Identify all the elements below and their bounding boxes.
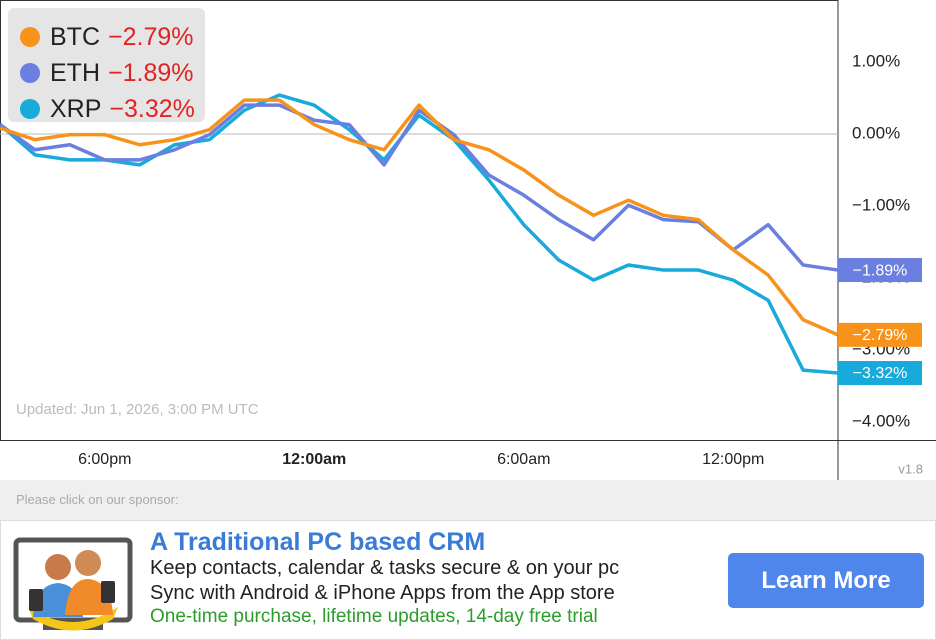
learn-more-button[interactable]: Learn More: [728, 553, 924, 608]
line-series: [0, 103, 839, 272]
legend-name: BTC: [50, 23, 100, 51]
x-tick-label: 6:00am: [497, 451, 550, 468]
legend-box: [8, 8, 205, 122]
legend-entry: BTC −2.79%: [50, 23, 194, 51]
ad-title: A Traditional PC based CRM: [150, 528, 486, 556]
y-tick-label: 0.00%: [852, 123, 900, 142]
ad[interactable]: A Traditional PC based CRM Keep contacts…: [0, 520, 936, 640]
chart: Updated: Jun 1, 2026, 3:00 PM UTC v1.8 1…: [0, 0, 936, 480]
value-tag-label: −2.79%: [853, 327, 908, 344]
ad-line: Sync with Android & iPhone Apps from the…: [150, 582, 615, 604]
ad-offer: One-time purchase, lifetime updates, 14-…: [150, 606, 598, 627]
version: v1.8: [898, 461, 923, 476]
y-tick-label: −1.00%: [852, 195, 910, 214]
x-tick-label: 12:00am: [282, 451, 346, 468]
legend-change: −1.89%: [108, 59, 194, 87]
updated-note: Updated: Jun 1, 2026, 3:00 PM UTC: [16, 401, 259, 418]
y-tick-label: 1.00%: [852, 51, 900, 70]
plot-layer: [0, 93, 839, 375]
legend-entry: ETH −1.89%: [50, 59, 194, 87]
line-series: [0, 93, 839, 375]
legend-entry: XRP −3.32%: [50, 95, 195, 123]
sponsor-prompt: Please click on our sponsor:: [16, 492, 179, 507]
value-tag: [838, 258, 922, 283]
legend-name: ETH: [50, 59, 100, 87]
legend-swatch: [20, 63, 40, 83]
x-tick-label: 12:00pm: [702, 451, 764, 468]
value-tag-label: −3.32%: [853, 365, 908, 382]
line-series: [0, 98, 839, 337]
ad-icon: [13, 537, 133, 631]
value-tag: [838, 322, 922, 347]
value-tag: [838, 361, 922, 386]
legend-change: −2.79%: [108, 23, 194, 51]
ad-line: Keep contacts, calendar & tasks secure &…: [150, 557, 620, 579]
sponsor-area: Please click on our sponsor: A Tradition…: [0, 480, 936, 640]
value-tag-label: −1.89%: [853, 262, 908, 279]
legend-name: XRP: [50, 95, 101, 123]
legend-swatch: [20, 27, 40, 47]
legend-change: −3.32%: [109, 95, 195, 123]
x-tick-label: 6:00pm: [78, 451, 131, 468]
legend-swatch: [20, 99, 40, 119]
y-tick-label: −4.00%: [852, 411, 910, 430]
